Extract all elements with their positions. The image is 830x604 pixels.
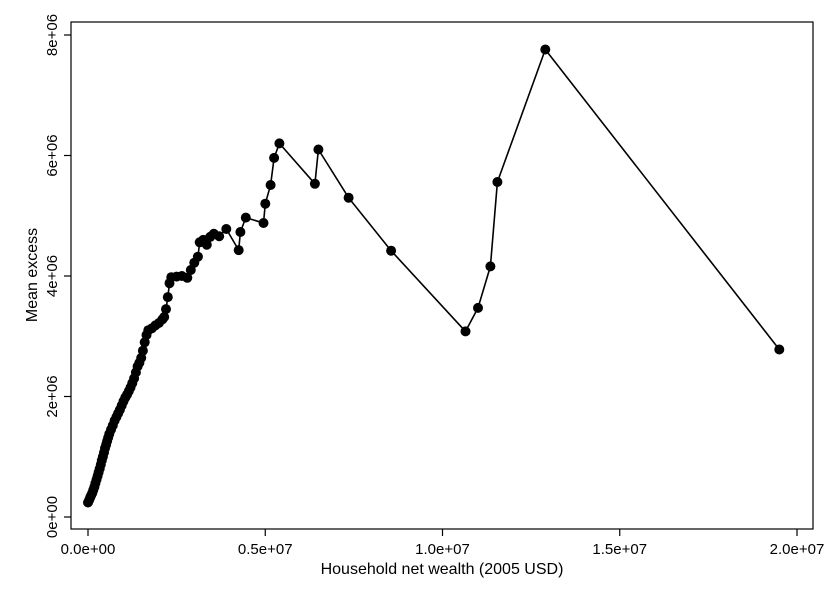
data-point (274, 138, 285, 149)
data-point (137, 345, 148, 356)
x-tick-label: 0.0e+00 (61, 541, 116, 558)
data-point (182, 272, 193, 283)
data-point (260, 198, 271, 209)
data-point (235, 227, 246, 237)
y-tick-label: 2e+06 (44, 375, 61, 417)
x-tick-label: 0.5e+07 (238, 541, 293, 558)
data-point (192, 251, 203, 262)
data-point (214, 231, 225, 242)
y-axis: 0e+00 2e+06 4e+06 6e+06 8e+06 (44, 14, 71, 538)
y-tick-label: 6e+06 (44, 134, 61, 176)
data-point (201, 239, 212, 250)
data-point (309, 178, 320, 189)
data-point (233, 245, 244, 256)
data-point (485, 261, 496, 272)
x-tick-label: 1.0e+07 (415, 541, 470, 558)
x-tick-label: 1.5e+07 (592, 541, 647, 558)
data-point (240, 212, 251, 223)
x-axis: 0.0e+00 0.5e+07 1.0e+07 1.5e+07 2.0e+07 (61, 529, 825, 558)
data-point (386, 245, 397, 256)
data-point (540, 44, 551, 55)
data-point (258, 218, 269, 228)
data-point (343, 192, 354, 203)
y-tick-label: 0e+00 (44, 496, 61, 538)
data-point (159, 312, 170, 322)
y-tick-label: 8e+06 (44, 14, 61, 56)
data-point (269, 152, 280, 163)
data-point (774, 344, 785, 355)
y-axis-title: Mean excess (24, 228, 41, 322)
x-axis-title: Household net wealth (2005 USD) (321, 561, 564, 578)
data-point (265, 180, 276, 190)
data-point (313, 144, 324, 155)
data-point (460, 326, 471, 337)
series-layer (83, 44, 785, 508)
data-point (162, 292, 173, 303)
data-point (161, 304, 171, 315)
y-tick-label: 4e+06 (44, 255, 61, 297)
x-tick-label: 2.0e+07 (770, 541, 825, 558)
data-point (221, 224, 232, 234)
data-point (492, 177, 503, 187)
data-point (473, 302, 483, 313)
